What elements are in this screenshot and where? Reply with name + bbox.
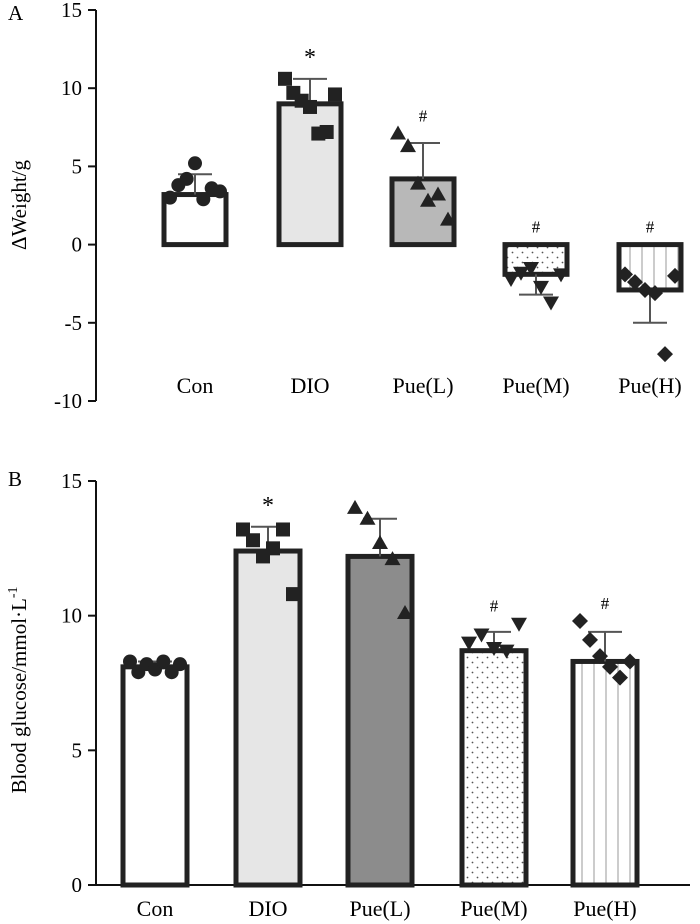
- data-point: [236, 522, 250, 537]
- data-point: [498, 644, 515, 659]
- panel-a-label: A: [8, 1, 24, 25]
- data-point: [359, 510, 376, 525]
- data-point: [276, 522, 290, 537]
- data-point: [430, 186, 446, 201]
- data-point: [156, 654, 171, 669]
- category-label: Con: [137, 896, 174, 921]
- data-point: [400, 138, 416, 153]
- panel-b-label: B: [8, 467, 22, 491]
- data-point: [278, 71, 292, 86]
- category-label: Pue(M): [460, 896, 527, 921]
- significance-marker: #: [490, 597, 499, 616]
- panel-a-y-tick-label: 10: [61, 76, 82, 100]
- data-point: [179, 171, 194, 186]
- data-point: [266, 541, 280, 556]
- significance-marker: #: [646, 218, 655, 237]
- panel-a: A ΔWeight/g 15 10 5 0 -5 -10 Con * DIO # Pue(L) # Pu…: [7, 0, 684, 413]
- significance-marker: #: [601, 594, 610, 613]
- data-point: [440, 211, 456, 226]
- data-point: [384, 551, 401, 566]
- data-point: [328, 87, 342, 102]
- data-point: [486, 641, 502, 656]
- data-point: [196, 192, 211, 207]
- data-point: [582, 631, 598, 648]
- data-point: [461, 636, 477, 651]
- significance-marker: *: [304, 45, 316, 71]
- data-point: [347, 499, 363, 514]
- data-point: [420, 192, 436, 207]
- category-label: DIO: [248, 896, 287, 921]
- data-point: [173, 657, 187, 672]
- data-point: [410, 175, 426, 190]
- panel-a-y-tick-label: -10: [54, 389, 82, 413]
- data-point: [390, 125, 406, 140]
- bar: [345, 553, 415, 888]
- data-point: [188, 156, 202, 171]
- data-point: [319, 124, 334, 139]
- panel-b-y-tick-label: 10: [61, 604, 82, 628]
- bar: [459, 648, 529, 888]
- data-point: [511, 617, 527, 632]
- data-point: [667, 267, 683, 284]
- data-point: [657, 346, 673, 363]
- bar: [276, 101, 344, 248]
- data-point: [572, 613, 588, 630]
- data-point: [553, 268, 569, 283]
- bar: [233, 548, 303, 888]
- panel-b-y-tick-label: 0: [72, 873, 83, 897]
- data-point: [286, 587, 300, 602]
- data-point: [622, 653, 638, 670]
- panel-a-y-axis-label: ΔWeight/g: [7, 160, 31, 250]
- bar: [389, 176, 457, 248]
- data-point: [513, 266, 529, 281]
- category-label: Pue(H): [573, 896, 637, 921]
- data-point: [627, 274, 643, 291]
- data-point: [246, 533, 260, 548]
- panel-b-y-tick-label: 5: [72, 738, 83, 762]
- significance-marker: #: [532, 218, 541, 237]
- data-point: [592, 648, 608, 665]
- bar: [570, 658, 640, 888]
- category-label: Con: [177, 373, 214, 398]
- data-point: [372, 534, 388, 549]
- bar: [120, 664, 190, 888]
- category-label: Pue(L): [392, 373, 453, 398]
- data-point: [503, 273, 519, 288]
- category-label: DIO: [290, 373, 329, 398]
- panel-b-y-axis-label-main: Blood glucose/mmol·L: [7, 598, 31, 793]
- significance-marker: #: [419, 107, 428, 126]
- data-point: [473, 628, 490, 643]
- panel-b: B Blood glucose/mmol·L-1 15 10 5 0 Con * DIO Pu…: [6, 467, 690, 921]
- data-point: [163, 190, 177, 205]
- data-point: [602, 658, 618, 675]
- data-point: [647, 285, 663, 302]
- data-point: [523, 262, 539, 277]
- panel-a-y-tick-label: 5: [72, 154, 83, 178]
- panel-b-y-tick-label: 15: [61, 469, 82, 493]
- panel-a-y-tick-label: 15: [61, 0, 82, 22]
- category-label: Pue(L): [349, 896, 410, 921]
- panel-a-y-tick-label: -5: [65, 311, 83, 335]
- panel-a-plot: 15 10 5 0 -5 -10 Con * DIO # Pue(L) # Pue(M) # Pue(H): [54, 0, 684, 413]
- data-point: [213, 184, 227, 199]
- significance-marker: *: [262, 493, 274, 519]
- data-point: [397, 604, 413, 619]
- panel-b-y-axis-label-sup: -1: [6, 586, 21, 598]
- panel-a-y-tick-label: 0: [72, 233, 83, 257]
- data-point: [533, 280, 549, 295]
- category-label: Pue(M): [502, 373, 569, 398]
- panel-b-y-axis-label: Blood glucose/mmol·L-1: [6, 586, 31, 793]
- category-label: Pue(H): [618, 373, 682, 398]
- data-point: [617, 266, 633, 283]
- bar: [161, 192, 229, 248]
- data-point: [123, 654, 137, 669]
- data-point: [612, 669, 628, 686]
- panel-b-plot: 15 10 5 0 Con * DIO Pue(L) # Pue(M) # Pue(H): [61, 469, 690, 921]
- data-point: [543, 296, 559, 311]
- data-point: [303, 99, 317, 114]
